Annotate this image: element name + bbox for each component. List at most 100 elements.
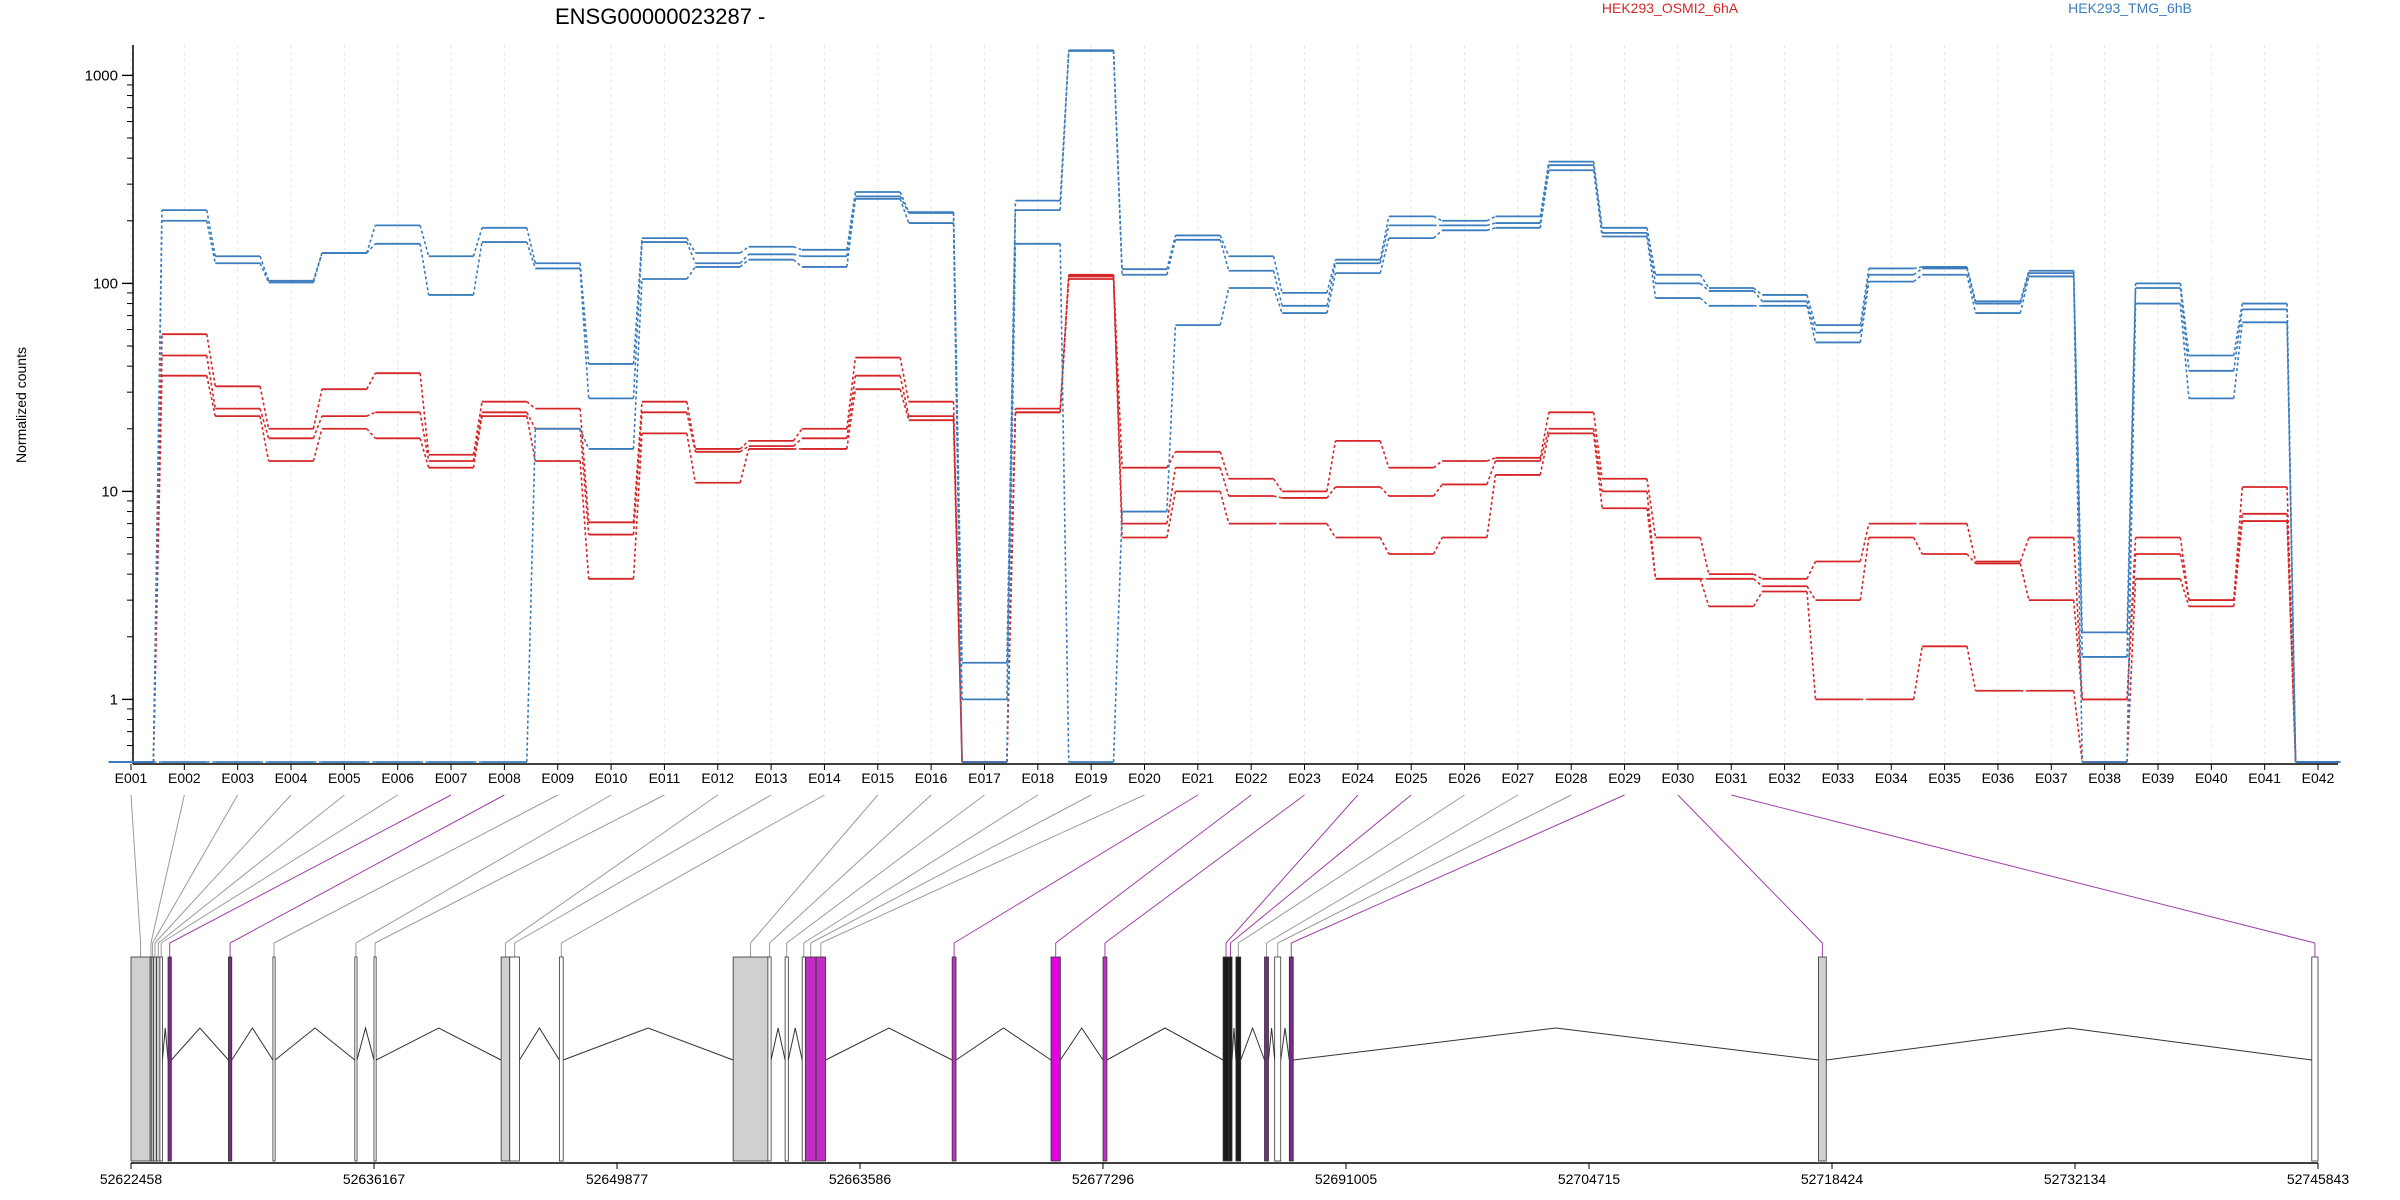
series-connector	[1273, 495, 1283, 499]
intron	[274, 1027, 356, 1061]
exon-connector	[1230, 794, 1412, 944]
series-connector	[2072, 273, 2084, 657]
exon-box	[1288, 956, 1294, 1162]
series-connector	[1699, 274, 1710, 289]
exon-connector	[1677, 794, 1823, 944]
exon-box	[1222, 956, 1230, 1162]
series-connector	[1913, 266, 1923, 270]
genomic-tick-label: 52704715	[1558, 1171, 1621, 1187]
series-connector	[1592, 433, 1603, 509]
series-connector	[152, 220, 163, 763]
vertical-gridlines	[130, 45, 2319, 764]
series-connector	[1059, 274, 1070, 409]
series-connector	[2232, 309, 2244, 371]
series-connector	[1112, 278, 1123, 538]
intron	[1106, 1027, 1224, 1061]
series-connector	[2286, 309, 2297, 763]
series-connector	[686, 412, 697, 452]
exon-connector	[1055, 794, 1252, 944]
series-connector	[1166, 239, 1177, 275]
series-connector	[1859, 281, 1870, 343]
exon-box	[1050, 956, 1061, 1162]
x-tick-label: E016	[915, 770, 948, 786]
x-tick-label: E024	[1342, 770, 1375, 786]
series-connector	[2179, 553, 2190, 601]
series-connector	[1166, 325, 1177, 512]
x-tick-label: E037	[2035, 770, 2068, 786]
exon-box	[159, 956, 163, 1162]
series-connector	[1966, 274, 1977, 314]
series-connector	[1806, 305, 1817, 343]
exon-connector	[1238, 794, 1465, 944]
series-connector	[259, 256, 270, 281]
series-connector	[312, 389, 323, 429]
y-tick-label: 1	[110, 691, 118, 708]
genomic-axis: 52622458 52636167 52649877 52663586 52677296…	[100, 1162, 2349, 1187]
x-tick-label: E029	[1608, 770, 1641, 786]
series-connector	[1539, 170, 1550, 228]
intron	[787, 1027, 803, 1061]
series-connector	[1219, 467, 1230, 497]
series-connector	[1752, 591, 1763, 607]
exon-connector	[1225, 794, 1359, 944]
series-connector	[1059, 50, 1070, 211]
series-connector	[686, 237, 697, 254]
series-connector	[366, 243, 376, 254]
series-connector	[1753, 573, 1763, 580]
genomic-tick-label: 52732134	[2044, 1171, 2107, 1187]
series-connector	[686, 401, 697, 450]
series-connector	[2126, 288, 2137, 657]
series-connector	[579, 428, 590, 535]
genomic-tick-label: 52718424	[1801, 1171, 1864, 1187]
series-connector	[205, 209, 217, 257]
series-connector	[1753, 578, 1763, 587]
series-connector	[579, 268, 590, 399]
series-connector	[312, 428, 323, 462]
x-tick-label: E020	[1128, 770, 1161, 786]
x-tick-label: E001	[115, 770, 148, 786]
series-connector	[259, 386, 270, 429]
x-tick-label: E035	[1928, 770, 1961, 786]
exon-tick-labels: E001 E002 E003 E004 E005 E006 E007 E008 E009 E010…	[115, 764, 2335, 786]
x-tick-label: E041	[2248, 770, 2281, 786]
series-connector	[1859, 268, 1870, 326]
intron	[171, 1027, 229, 1061]
series-connector	[1112, 274, 1123, 468]
series-connector	[526, 241, 537, 269]
exon-connector	[1731, 794, 2316, 944]
series-connector	[952, 223, 963, 763]
series-connector	[846, 389, 857, 450]
series-connector	[1059, 278, 1070, 413]
intron	[519, 1027, 560, 1061]
series-connector	[1326, 272, 1337, 314]
exon-connector	[786, 794, 985, 944]
series-connector	[1966, 646, 1977, 691]
y-axis: 1 10 100 1000	[85, 45, 2338, 765]
series-connector	[1432, 483, 1443, 497]
x-tick-label: E007	[435, 770, 468, 786]
exon-box	[732, 956, 769, 1162]
series-2	[108, 275, 2341, 763]
series-connector	[472, 412, 483, 462]
series-connector	[1486, 222, 1496, 227]
series-connector	[1379, 440, 1390, 468]
series-connector	[1592, 412, 1603, 479]
exon-connector	[820, 794, 1145, 944]
series-connector	[2232, 322, 2244, 399]
series-connector	[899, 191, 910, 213]
series-connector	[419, 373, 430, 455]
exon-connector	[1291, 794, 1625, 944]
series-connector	[1806, 591, 1817, 700]
series-connector	[2072, 600, 2084, 700]
series-connector	[259, 262, 270, 283]
series-connector	[525, 428, 537, 763]
exon-box	[156, 956, 161, 1162]
x-tick-label: E032	[1768, 770, 1801, 786]
series-lines	[108, 49, 2341, 763]
series-connector	[526, 227, 537, 264]
intron	[1280, 1027, 1290, 1061]
x-tick-label: E025	[1395, 770, 1428, 786]
x-tick-label: E009	[541, 770, 574, 786]
genomic-tick-label: 52677296	[1072, 1171, 1135, 1187]
series-connector	[366, 225, 377, 254]
